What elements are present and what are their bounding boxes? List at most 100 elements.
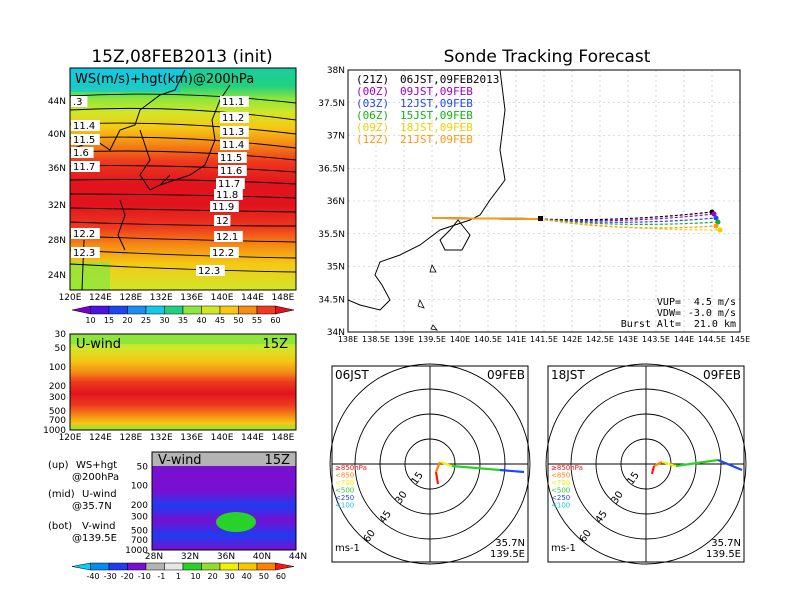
upper-map-coastline (69, 69, 231, 291)
v-wind-lat-tick: 28N (145, 552, 163, 562)
svg-text:11.8: 11.8 (216, 190, 238, 201)
u-wind-lon-tick: 136E (180, 433, 203, 443)
upper-lat-tick: 44N (48, 97, 66, 107)
v-wind-lat-tick: 40N (253, 552, 271, 562)
right-title: Sonde Tracking Forecast (444, 47, 651, 67)
hodograph-lon: 139.5E (706, 549, 741, 560)
colorbar-swatch (108, 305, 128, 315)
contour-label: 12.2 (71, 228, 100, 240)
contour-label: 12 (214, 215, 231, 227)
u-wind-lon-tick: 144E (241, 433, 264, 443)
hodograph-level: <850 (335, 472, 354, 480)
contour-label: 11.6 (218, 165, 247, 177)
u-wind-p-tick: 500 (49, 407, 66, 417)
track-lon-tick: 140.5E (474, 335, 502, 344)
hodograph-unit: ms-1 (335, 543, 360, 554)
hodograph-trace (717, 458, 743, 472)
colorbar-tick: 20 (208, 572, 218, 581)
colorbar-tick: -10 (138, 572, 151, 581)
hodograph-trace (451, 464, 501, 472)
hodograph-trace (434, 471, 440, 485)
vup-value: 4.5 m/s (694, 297, 736, 308)
v-wind-lat-tick: 36N (217, 552, 235, 562)
colorbar-tick: 60 (276, 572, 286, 581)
launch-code: (03Z) (356, 97, 389, 110)
launch-code: (12Z) (356, 133, 389, 146)
vdw-label: VDW= (657, 308, 681, 319)
v-wind-p-tick: 300 (131, 512, 148, 522)
colorbar-swatch (71, 562, 91, 571)
contour-label: 11.5 (218, 152, 247, 164)
v-wind-lat-tick: 32N (181, 552, 199, 562)
legend-note-tag: (bot) (48, 521, 72, 532)
colorbar-swatch (145, 562, 165, 571)
upper-lon-tick: 144E (241, 293, 264, 303)
colorbar-swatch (201, 305, 221, 315)
svg-text:11.3: 11.3 (222, 127, 244, 138)
track-lon-tick: 138.5E (362, 335, 390, 344)
track-lat-tick: 35N (327, 263, 345, 273)
tracking-params: VUP= 4.5 m/s VDW= -3.0 m/s Burst Alt= 21… (621, 297, 736, 330)
colorbar-swatch (182, 562, 202, 571)
v-wind-label: V-wind (158, 453, 202, 468)
launch-code: (00Z) (356, 85, 389, 98)
track-lat-tick: 35.5N (318, 230, 345, 240)
track-lon-tick: 138E (338, 335, 358, 344)
colorbar-swatch (127, 305, 147, 315)
hodograph-trace (675, 458, 719, 468)
colorbar-tick: 10 (85, 316, 95, 325)
svg-text:12.2: 12.2 (212, 248, 234, 259)
svg-text:1.6: 1.6 (73, 148, 89, 159)
colorbar-tick: 10 (190, 572, 200, 581)
vup-label: VUP= (657, 297, 681, 308)
hodograph-lat: 35.7N (495, 538, 525, 549)
v-wind-field (152, 452, 296, 550)
colorbar-swatch (182, 305, 202, 315)
hodograph-level: <850 (551, 472, 570, 480)
tracking-coastline (348, 70, 506, 331)
hodograph-ring (329, 363, 531, 565)
hodograph-level: <500 (335, 487, 354, 495)
u-wind-p-tick: 700 (49, 416, 66, 426)
track-lat-tick: 34.5N (318, 295, 345, 305)
v-wind-p-tick: 500 (131, 527, 148, 537)
hodograph-time: 06JST (335, 368, 369, 382)
track-lat-tick: 36N (327, 197, 345, 207)
hodograph-time: 18JST (551, 368, 585, 382)
hodograph-date: 09FEB (487, 368, 525, 382)
launch-time: 06JST,09FEB2013 (400, 73, 499, 86)
colorbar-tick: -30 (104, 572, 117, 581)
colorbar-tick: 25 (141, 316, 151, 325)
v-wind-p-tick: 700 (131, 536, 148, 546)
upper-map-field (70, 68, 296, 290)
colorbar-tick: 50 (233, 316, 243, 325)
launch-time: 21JST,09FEB (400, 133, 473, 146)
vdw-value: -3.0 m/s (688, 308, 736, 319)
v-wind-p-tick: 200 (131, 501, 148, 511)
contour-label: 11.4 (71, 120, 100, 132)
upper-lat-tick: 28N (48, 236, 66, 246)
u-wind-lon-tick: 140E (211, 433, 234, 443)
landing-point (717, 227, 723, 233)
colorbar-tick: 20 (122, 316, 132, 325)
u-wind-field (70, 334, 296, 430)
launch-code: (21Z) (356, 73, 389, 86)
colorbar-tick: 40 (242, 572, 252, 581)
contour-label: 11.3 (220, 126, 249, 138)
v-wind-time: 15Z (265, 453, 291, 468)
colorbar-swatch (238, 562, 258, 571)
contour-label: 11.5 (71, 134, 100, 146)
colorbar-swatch (108, 562, 128, 571)
v-wind-p-tick: 1000 (125, 546, 148, 556)
u-wind-lon-tick: 128E (119, 433, 142, 443)
colorbar-tick: 40 (196, 316, 206, 325)
colorbar-swatch (127, 562, 147, 571)
track-lon-tick: 141.5E (530, 335, 558, 344)
colorbar-swatch (164, 562, 184, 571)
landing-point (713, 215, 719, 221)
upper-lon-tick: 148E (271, 293, 294, 303)
hodograph-trace (499, 468, 525, 474)
colorbar-tick: 60 (270, 316, 280, 325)
